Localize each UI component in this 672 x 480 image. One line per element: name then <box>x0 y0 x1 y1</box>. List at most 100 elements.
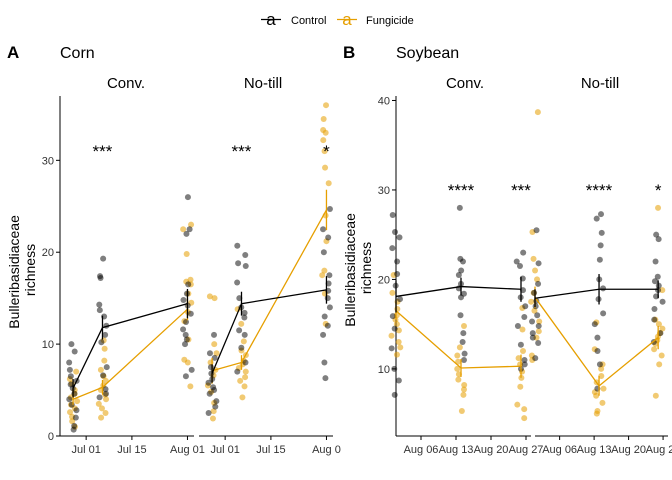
data-point-fungicide <box>98 405 105 412</box>
data-point-control <box>652 258 659 265</box>
data-point-control <box>457 294 464 301</box>
data-point-control <box>395 377 402 384</box>
data-point-control <box>71 348 78 355</box>
facet-strip-label: No-till <box>244 75 282 92</box>
legend-label-control: Control <box>291 15 326 27</box>
data-point-control <box>535 280 542 287</box>
x-tick-label: Aug 20 <box>611 444 646 456</box>
data-point-fungicide <box>598 373 605 380</box>
panel-tag: B <box>343 43 355 62</box>
data-point-control <box>392 229 399 235</box>
data-point-control <box>654 273 661 280</box>
data-point-fungicide <box>242 374 249 381</box>
facet-strip-label: Conv. <box>107 75 145 92</box>
data-point-control <box>207 364 214 371</box>
data-point-control <box>70 426 77 433</box>
data-point-control <box>529 334 536 341</box>
data-point-control <box>98 339 105 346</box>
data-point-fungicide <box>656 361 663 368</box>
x-tick-label: Aug 27 <box>646 444 672 456</box>
data-point-control <box>517 341 524 348</box>
data-point-fungicide <box>599 399 606 406</box>
data-point-control <box>182 341 189 348</box>
facet-conv: Aug 06 Aug 13 Aug 20 Aug 27**** *** <box>388 181 544 456</box>
data-point-control <box>183 230 190 237</box>
data-point-control <box>521 314 528 320</box>
data-point-control <box>514 322 521 329</box>
data-point-control <box>96 307 103 314</box>
data-point-control <box>326 206 333 213</box>
y-tick-label: 30 <box>42 155 54 167</box>
data-point-fungicide <box>74 398 81 405</box>
y-tick-label: 0 <box>48 431 54 443</box>
data-point-control <box>651 278 658 285</box>
data-point-control <box>657 330 664 337</box>
data-point-control <box>600 285 607 292</box>
data-point-fungicide <box>239 394 246 401</box>
data-point-fungicide <box>455 376 462 383</box>
data-point-control <box>322 375 329 382</box>
data-point-control <box>185 281 192 288</box>
x-tick-label: Aug 27 <box>509 444 544 456</box>
data-point-control <box>180 326 187 333</box>
data-point-fungicide <box>519 326 526 333</box>
data-point-control <box>594 334 601 341</box>
data-point-control <box>183 336 190 343</box>
data-point-fungicide <box>213 350 220 357</box>
x-tick-label: Aug 20 <box>474 444 509 456</box>
data-point-control <box>205 410 212 417</box>
data-point-fungicide <box>325 180 332 187</box>
data-point-control <box>96 394 103 401</box>
data-point-fungicide <box>238 320 245 327</box>
data-point-control <box>325 234 332 241</box>
panel-title: Soybean <box>396 45 459 62</box>
data-point-control <box>532 355 539 362</box>
data-point-control <box>521 361 528 368</box>
data-point-fungicide <box>102 410 109 417</box>
data-point-control <box>102 331 109 338</box>
data-point-control <box>238 344 245 351</box>
data-point-control <box>96 301 103 308</box>
x-tick-label: Aug 13 <box>577 444 612 456</box>
data-point-control <box>529 330 536 337</box>
data-point-control <box>242 251 249 258</box>
data-point-fungicide <box>514 401 521 408</box>
data-point-control <box>182 319 189 326</box>
data-point-control <box>516 263 523 269</box>
data-point-control <box>320 226 327 233</box>
data-point-control <box>598 211 605 218</box>
mean-line-fungicide <box>211 209 328 372</box>
data-point-fungicide <box>394 305 401 312</box>
data-point-control <box>188 366 195 373</box>
data-point-control <box>100 372 107 379</box>
data-point-fungicide <box>655 321 662 328</box>
data-point-fungicide <box>184 359 191 366</box>
data-point-control <box>396 234 403 241</box>
data-point-fungicide <box>536 318 543 325</box>
data-point-control <box>391 391 398 398</box>
data-point-fungicide <box>530 255 537 262</box>
data-point-control <box>653 231 660 238</box>
data-point-control <box>68 341 75 348</box>
data-point-control <box>461 350 468 357</box>
data-point-control <box>186 226 193 233</box>
data-point-fungicide <box>241 383 248 390</box>
data-point-fungicide <box>388 332 395 339</box>
data-point-control <box>651 305 658 312</box>
data-point-fungicide <box>454 365 461 372</box>
data-point-fungicide <box>95 400 102 407</box>
data-point-control <box>394 271 401 278</box>
data-point-control <box>460 330 467 337</box>
data-point-fungicide <box>461 382 468 388</box>
data-point-control <box>460 356 467 363</box>
data-point-fungicide <box>180 226 187 233</box>
data-point-fungicide <box>67 409 74 416</box>
data-point-control <box>655 236 662 243</box>
data-point-control <box>213 398 220 405</box>
y-tick-label: 20 <box>42 247 54 259</box>
significance-label: *** <box>93 142 113 161</box>
data-point-fungicide <box>209 415 216 422</box>
data-point-control <box>206 350 213 357</box>
x-tick-label: Aug 06 <box>542 444 577 456</box>
